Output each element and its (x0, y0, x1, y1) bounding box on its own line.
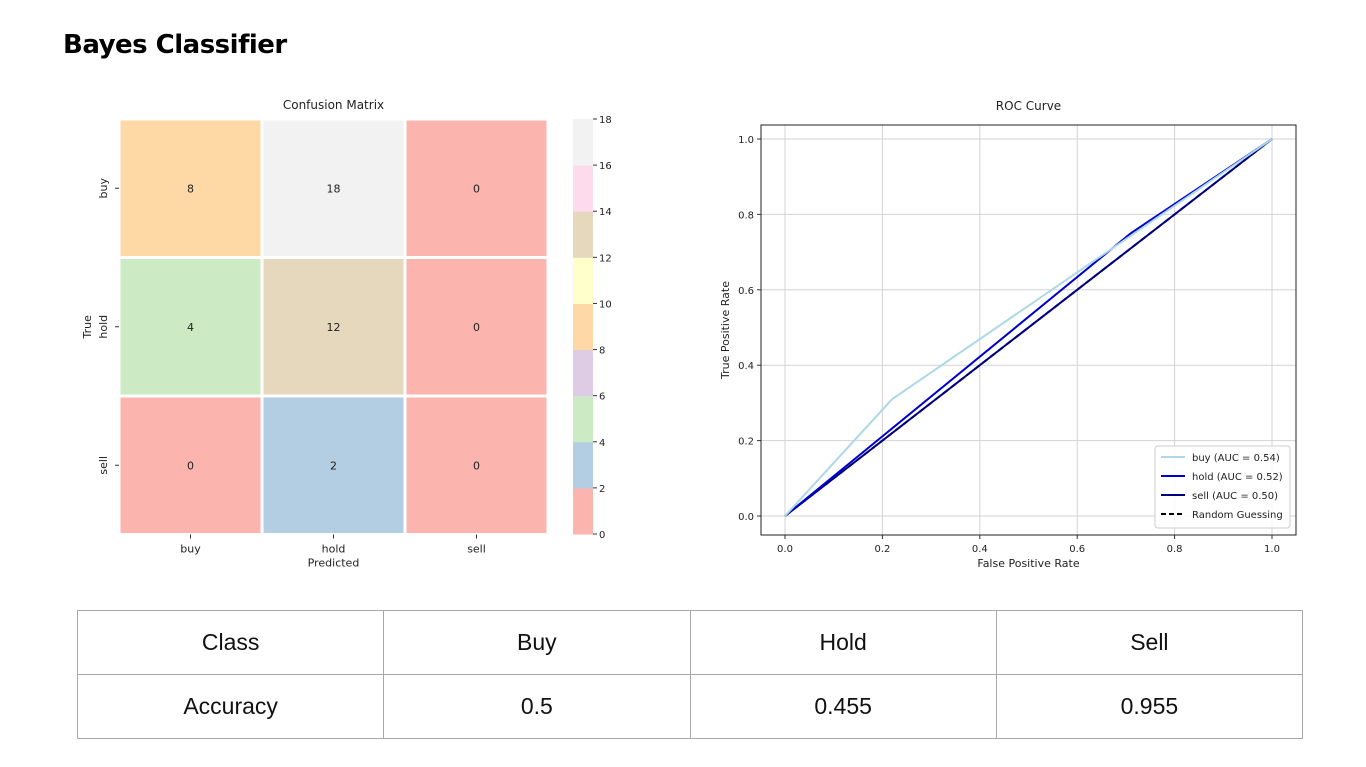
x-tick-label: buy (180, 543, 201, 556)
table-cell: 0.955 (995, 674, 1304, 739)
table-cell: 0.5 (383, 674, 691, 739)
colorbar-tick-label: 4 (599, 438, 605, 449)
table-header-cell: Class (76, 610, 385, 675)
x-tick-label: 0.2 (874, 544, 890, 555)
legend-label: sell (AUC = 0.50) (1192, 491, 1278, 502)
heatmap-cell-value: 0 (473, 459, 480, 472)
x-tick-label: 0.0 (777, 544, 793, 555)
table-row: Class Buy Hold Sell (76, 610, 1304, 675)
table-header-cell: Sell (995, 610, 1304, 675)
x-tick-label: 0.8 (1167, 544, 1183, 555)
colorbar-tick-label: 8 (599, 346, 605, 357)
colorbar-segment (573, 441, 593, 489)
y-tick-label: 0.8 (738, 210, 754, 221)
x-tick-label: 0.6 (1069, 544, 1085, 555)
colorbar-segment (573, 165, 593, 212)
colorbar-tick-label: 14 (599, 207, 612, 218)
colorbar-segment (573, 487, 593, 535)
page-title: Bayes Classifier (63, 30, 287, 60)
y-axis-label: True Positive Rate (719, 281, 732, 380)
y-tick-label: hold (97, 315, 110, 339)
colorbar-tick-label: 2 (599, 484, 605, 495)
colorbar-tick-label: 12 (599, 253, 612, 264)
heatmap-cell-value: 12 (327, 321, 341, 334)
colorbar-segment (573, 119, 593, 166)
colorbar-tick-label: 0 (599, 530, 605, 541)
x-tick-label: 0.4 (972, 544, 988, 555)
heatmap-cell (260, 394, 407, 536)
table-header-cell: Buy (383, 610, 691, 675)
charts-canvas: Confusion Matrix 8 18 0 4 12 0 0 2 0 buy hold sell bu… (81, 98, 1297, 570)
x-tick-label: 1.0 (1264, 544, 1280, 555)
y-tick-label: sell (97, 456, 110, 475)
y-tick-label: 0.4 (738, 361, 754, 372)
roc-series-line (784, 138, 1273, 517)
heatmap-cell-value: 8 (187, 182, 194, 195)
y-axis-label: True (81, 315, 94, 340)
heatmap-cell-value: 0 (187, 459, 194, 472)
heatmap-cell (403, 117, 550, 259)
heatmap-cell (403, 394, 550, 536)
y-tick-label: buy (97, 178, 110, 199)
y-tick-label: 0.0 (738, 512, 754, 523)
heatmap-cell-value: 0 (473, 182, 480, 195)
y-tick-label: 1.0 (738, 135, 754, 146)
colorbar-segment (573, 303, 593, 351)
x-axis-label: Predicted (308, 557, 360, 570)
x-axis-label: False Positive Rate (977, 557, 1079, 570)
heatmap-title: Confusion Matrix (283, 98, 384, 112)
colorbar-segment (573, 349, 593, 397)
legend-box (1154, 445, 1291, 529)
table-cell: 0.455 (689, 674, 997, 739)
heatmap-cell-value: 0 (473, 321, 480, 334)
accuracy-table: Class Buy Hold Sell Accuracy 0.5 0.455 0… (76, 610, 1304, 739)
table-cell: Accuracy (76, 674, 385, 739)
heatmap-cell-value: 4 (187, 321, 194, 334)
colorbar-segment (573, 257, 593, 304)
roc-series-line (784, 138, 1273, 517)
roc-plot-frame (760, 124, 1297, 536)
legend-label: hold (AUC = 0.52) (1192, 472, 1283, 483)
heatmap-cell (260, 117, 407, 259)
table-header-cell: Hold (689, 610, 997, 675)
heatmap-cell-value: 18 (327, 182, 341, 195)
colorbar-tick-label: 16 (599, 161, 612, 172)
heatmap-cell-value: 2 (330, 459, 337, 472)
x-tick-label: sell (467, 543, 486, 556)
y-tick-label: 0.2 (738, 437, 754, 448)
colorbar-segment (573, 211, 593, 258)
x-tick-label: hold (322, 543, 346, 556)
roc-title: ROC Curve (996, 99, 1061, 113)
heatmap-cell (117, 117, 264, 259)
table-row: Accuracy 0.5 0.455 0.955 (76, 674, 1304, 739)
colorbar-tick-label: 10 (599, 299, 612, 310)
legend-label: Random Guessing (1192, 510, 1283, 521)
colorbar-segment (573, 395, 593, 443)
legend-label: buy (AUC = 0.54) (1192, 453, 1280, 464)
y-tick-label: 0.6 (738, 286, 754, 297)
colorbar-tick-label: 18 (599, 115, 612, 126)
colorbar-tick-label: 6 (599, 392, 605, 403)
